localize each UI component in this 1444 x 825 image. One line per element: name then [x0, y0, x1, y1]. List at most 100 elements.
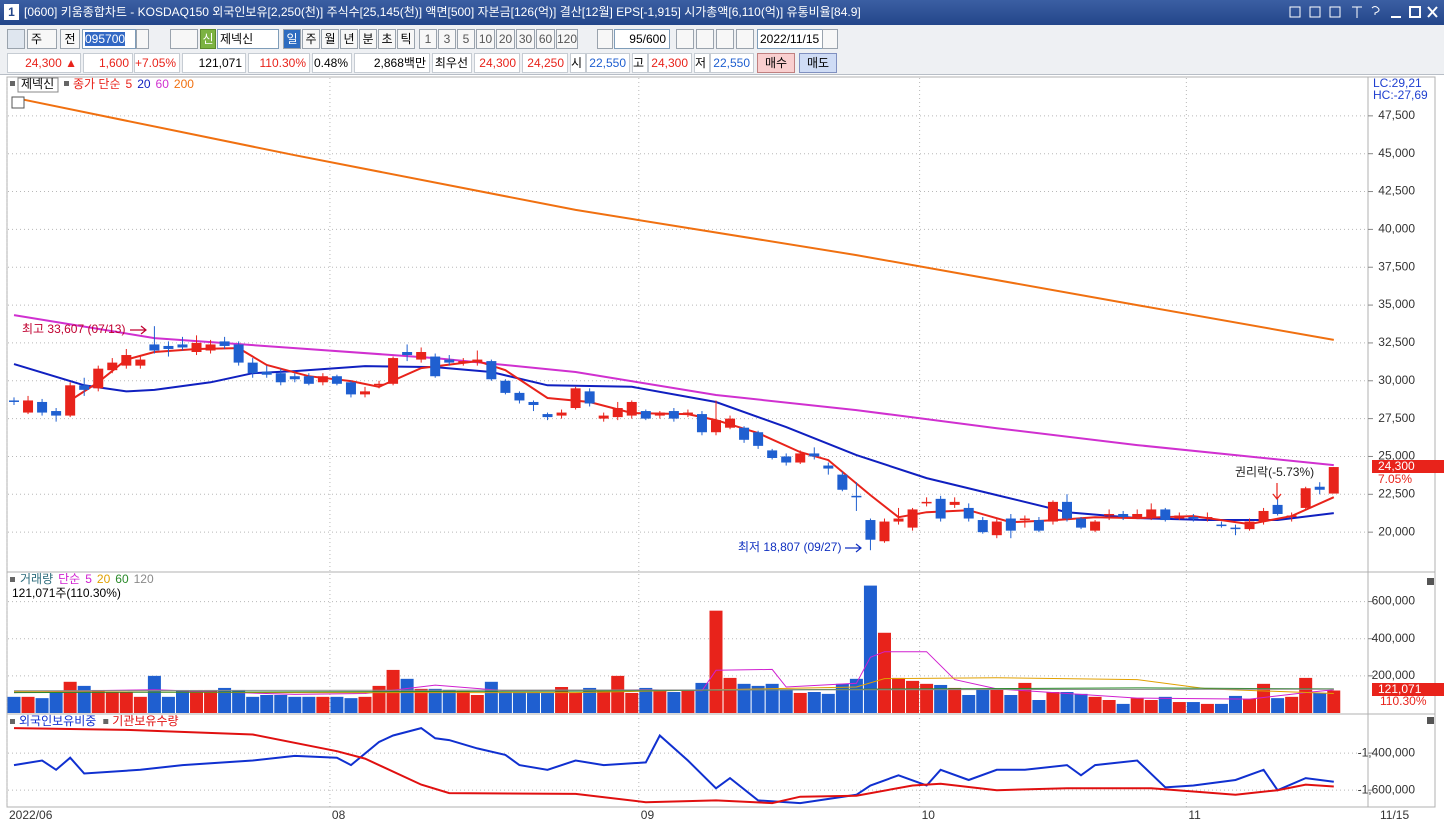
buy-button[interactable]: 매수: [757, 53, 795, 73]
date-input[interactable]: 2022/11/15: [757, 29, 823, 49]
candle-body: [1258, 510, 1269, 522]
change-label: 7.05%: [1378, 472, 1412, 486]
candle-body: [1118, 513, 1129, 518]
code-dropdown[interactable]: [136, 29, 149, 49]
period-tab[interactable]: 년: [340, 29, 358, 49]
corner-label: HC:-27,69: [1373, 88, 1428, 102]
annotation-arrow: [1272, 483, 1282, 500]
y-tick-label: 30,000: [1378, 373, 1415, 387]
candle-body: [767, 450, 778, 458]
x-end-label: 11/15: [1380, 808, 1409, 822]
candle-body: [233, 344, 244, 363]
volume-bar: [260, 694, 274, 713]
candle-body: [345, 382, 356, 395]
tool-icon[interactable]: [676, 29, 694, 49]
volume-bar: [611, 675, 625, 713]
candle-body: [879, 521, 890, 542]
interval-dropdown[interactable]: [597, 29, 613, 49]
interval-button[interactable]: 3: [438, 29, 456, 49]
interval-button[interactable]: 20: [496, 29, 515, 49]
volume-bar: [119, 692, 133, 713]
candle-body: [317, 376, 328, 383]
volume-bar: [246, 696, 260, 713]
panel-button: [1427, 578, 1434, 585]
layout-icon[interactable]: [7, 29, 25, 49]
volume-bar: [695, 682, 709, 713]
volume-bar: [667, 692, 681, 713]
sell-button[interactable]: 매도: [799, 53, 837, 73]
interval-button[interactable]: 10: [476, 29, 495, 49]
candle-body: [247, 362, 258, 374]
period-tab[interactable]: 주: [302, 29, 320, 49]
y-tick-label: 400,000: [1372, 631, 1416, 645]
x-tick-label: 09: [641, 808, 655, 822]
candle-body: [472, 359, 483, 363]
series-line: [13, 314, 1334, 467]
y-tick-label: 25,000: [1378, 449, 1415, 463]
annotation: 최고 33,607 (07/13): [22, 322, 125, 336]
candle-body: [388, 358, 399, 384]
volume-bar: [1313, 692, 1327, 713]
code-input[interactable]: 095700: [82, 29, 136, 49]
tool-icon[interactable]: [736, 29, 754, 49]
volume-bar: [653, 689, 667, 713]
chart: 20,000 22,500 25,000 27,500 30,000 32,500 35,0…: [0, 76, 1444, 825]
candle-body: [65, 385, 76, 416]
period-tab[interactable]: 분: [359, 29, 377, 49]
candle-body: [1132, 513, 1143, 518]
window-controls[interactable]: [1288, 5, 1438, 20]
calendar-button[interactable]: [822, 29, 838, 49]
candle-body: [458, 361, 469, 363]
volume-bar: [49, 692, 63, 713]
type-button[interactable]: 주: [27, 29, 57, 49]
candle-body: [1244, 521, 1255, 530]
volume-bar: [1046, 692, 1060, 713]
volume-bar: [344, 698, 358, 713]
candle-body: [598, 415, 609, 419]
quote-bid: 24,250: [522, 53, 568, 73]
candle-body: [682, 412, 693, 415]
volume-bar: [541, 692, 555, 713]
all-button[interactable]: 전: [60, 29, 80, 49]
period-tab[interactable]: 틱: [397, 29, 415, 49]
candle-body: [711, 420, 721, 433]
candle-body: [79, 385, 90, 390]
series-line: [13, 651, 1334, 700]
interval-button[interactable]: 30: [516, 29, 535, 49]
candle-body: [963, 507, 974, 519]
interval-button[interactable]: 5: [457, 29, 475, 49]
speaker-button[interactable]: [170, 29, 198, 49]
volume-bar: [1102, 700, 1116, 713]
y-tick-label: 27,500: [1378, 411, 1415, 425]
tool-icon[interactable]: [696, 29, 714, 49]
y-tick-label: -1,600,000: [1358, 782, 1416, 796]
price-tag: [1372, 460, 1444, 473]
candle-body: [1019, 518, 1030, 521]
candle-body: [416, 352, 427, 360]
candle-body: [360, 391, 370, 395]
period-tab[interactable]: 월: [321, 29, 339, 49]
interval-button[interactable]: 1: [419, 29, 437, 49]
volume-bar: [1214, 703, 1228, 713]
volume-bar: [779, 689, 793, 713]
volume-bar: [583, 687, 597, 713]
volume-tag: [1372, 683, 1444, 696]
candle-body: [556, 412, 567, 416]
interval-button[interactable]: 60: [536, 29, 555, 49]
interval-button[interactable]: 120: [556, 29, 578, 49]
candle-body: [1202, 517, 1213, 519]
volume-bar: [470, 694, 484, 713]
candle-body: [865, 520, 876, 540]
name-input[interactable]: 제넥신: [217, 29, 279, 49]
legend-entry: 5: [126, 77, 133, 91]
volume-bar: [161, 696, 175, 713]
tool-icon[interactable]: [716, 29, 734, 49]
candle-body: [668, 411, 679, 419]
candle-body: [1033, 520, 1044, 531]
period-tab[interactable]: 일: [283, 29, 301, 49]
legend-title: 거래량: [20, 572, 53, 586]
name-icon[interactable]: 신: [200, 29, 216, 49]
period-tab[interactable]: 초: [378, 29, 396, 49]
quote-low: 22,550: [710, 53, 754, 73]
volume-bar: [597, 689, 611, 713]
